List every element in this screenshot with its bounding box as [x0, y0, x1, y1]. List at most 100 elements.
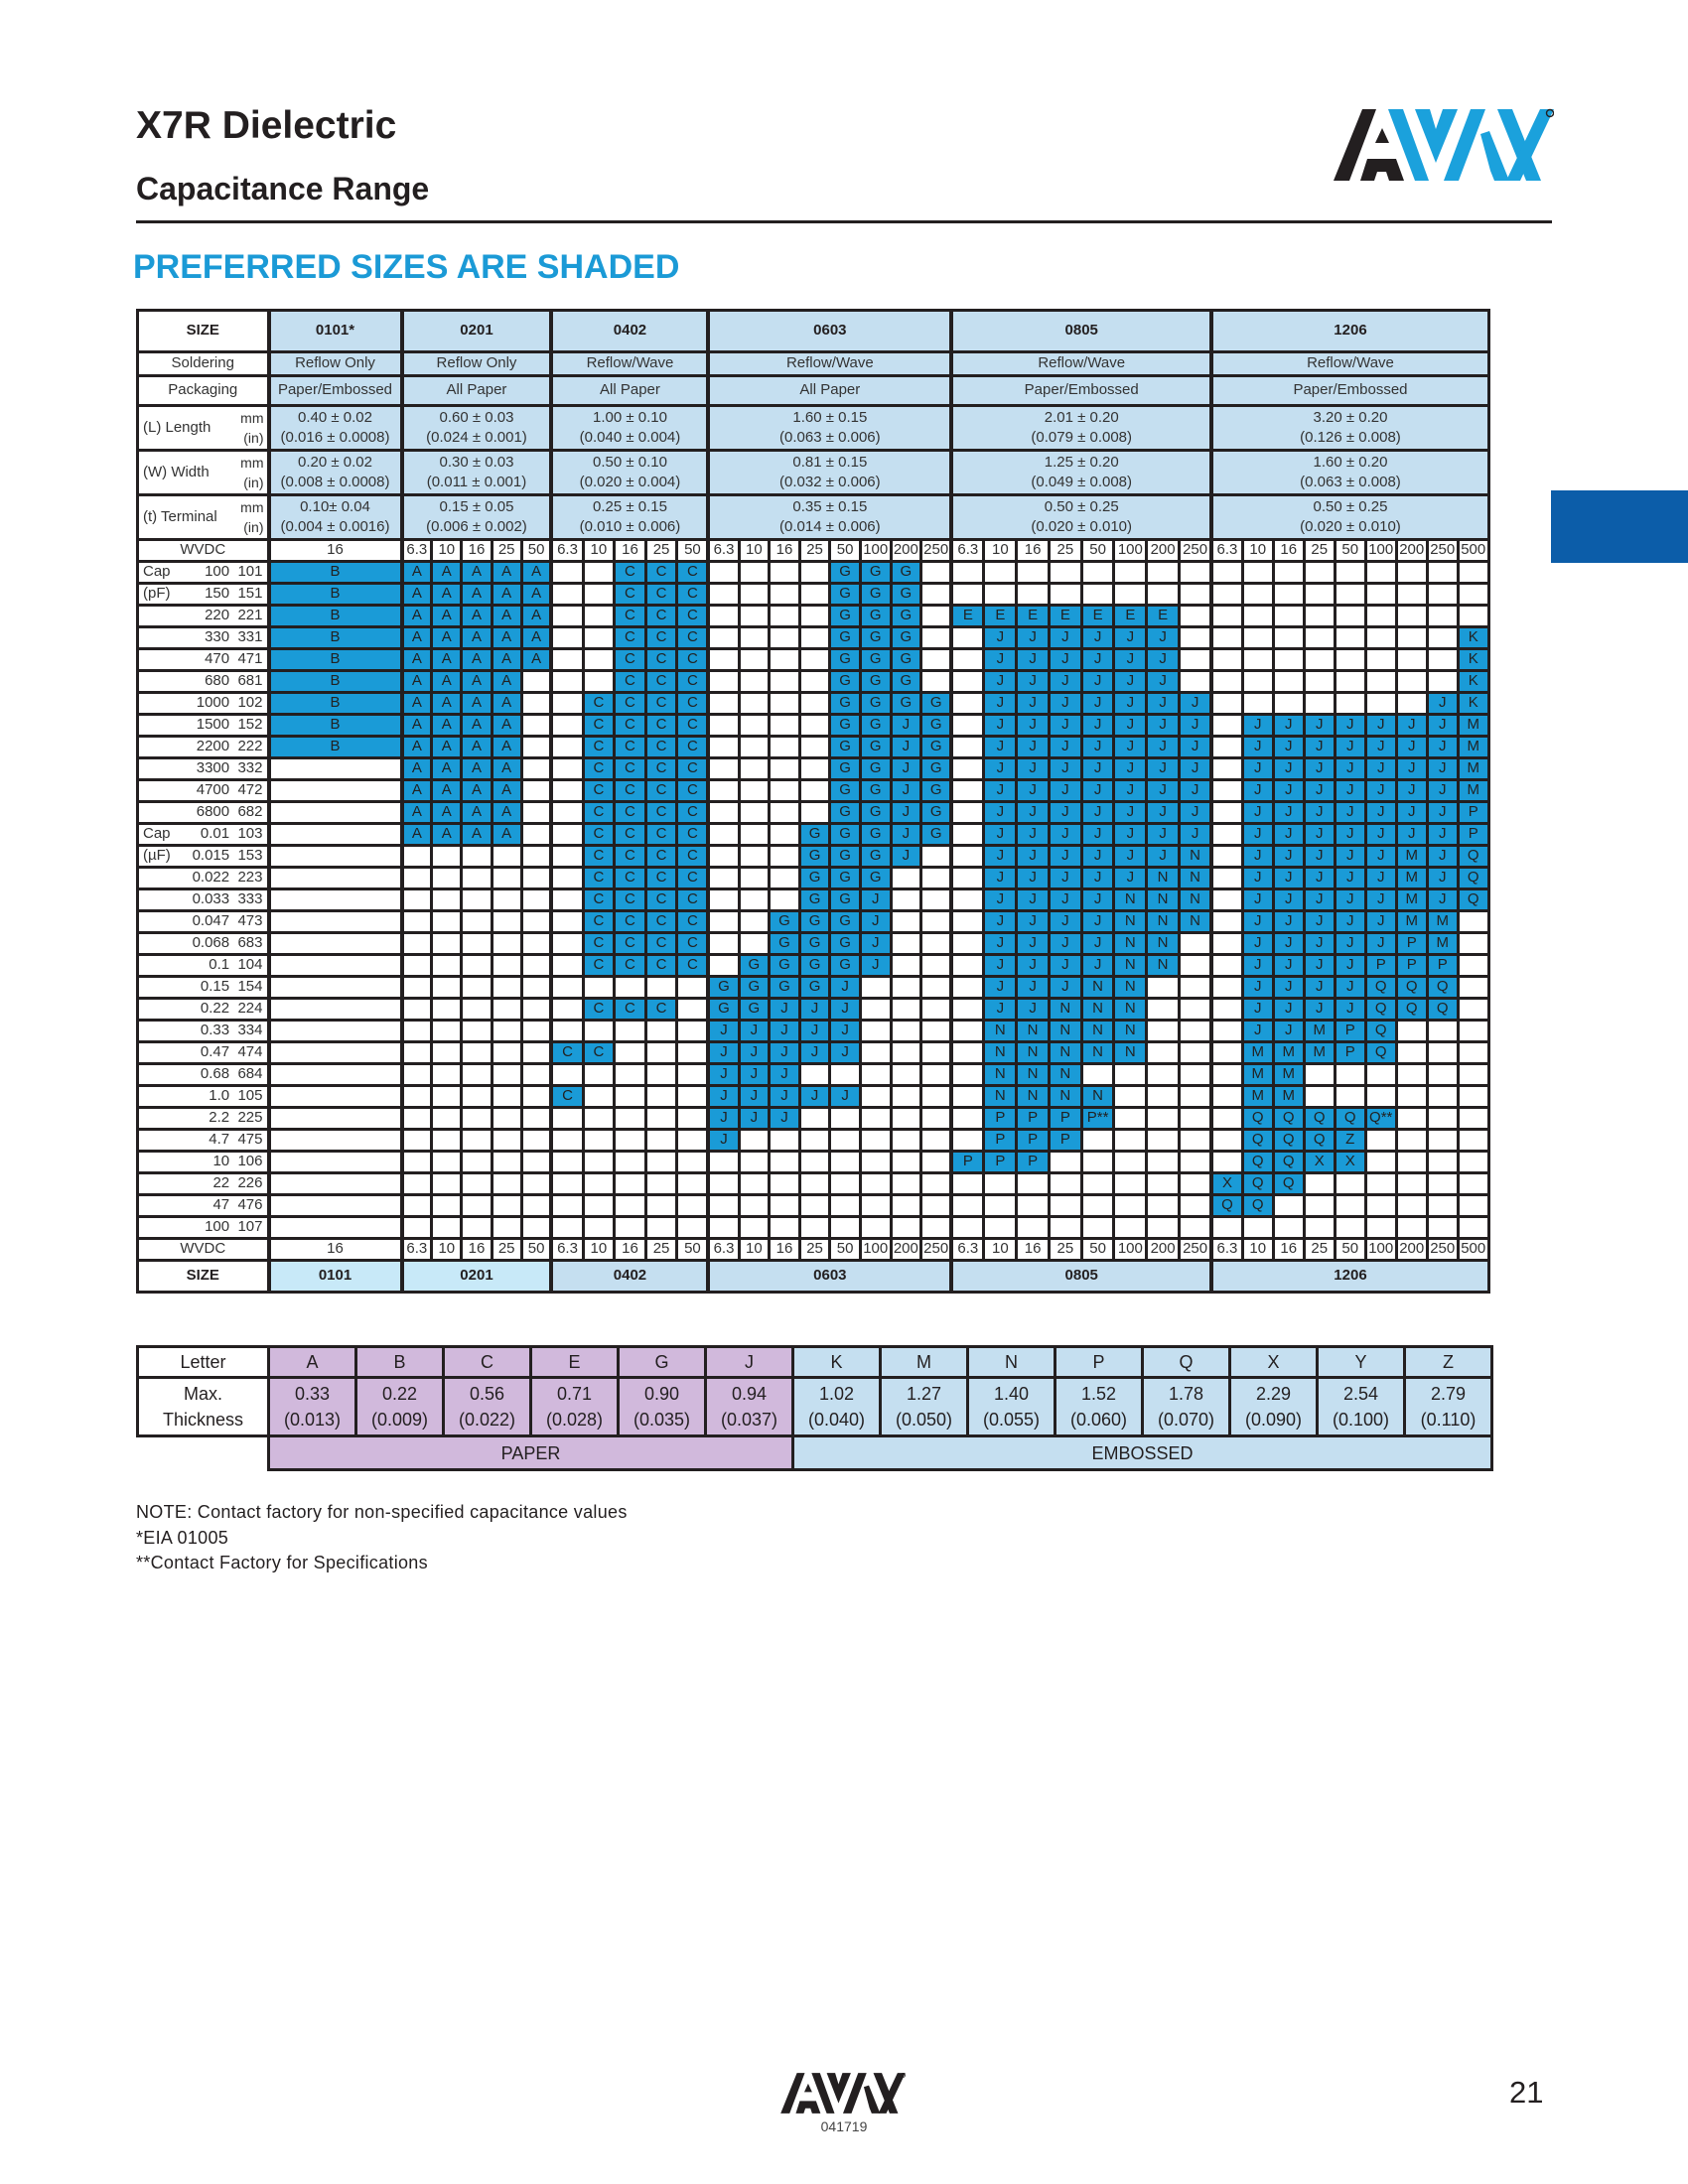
capacitance-code: 226	[237, 1174, 263, 1192]
empty-cell	[1363, 669, 1398, 694]
empty-cell	[1394, 604, 1429, 628]
thickness-code-cell: G	[858, 844, 893, 869]
thickness-code-cell: J	[889, 800, 923, 825]
capacitance-label-cell: 0.1 104	[136, 953, 270, 978]
empty-cell	[1209, 1215, 1244, 1240]
capacitance-value: 0.47 474	[201, 1045, 263, 1061]
empty-cell	[889, 1150, 923, 1174]
dimension-value-cell: 0.40 ± 0.02 (0.016 ± 0.0008)	[266, 404, 403, 452]
wvdc-cell: 16	[460, 538, 493, 563]
empty-cell	[1209, 735, 1244, 759]
thickness-code-cell: C	[613, 647, 647, 672]
empty-cell	[1394, 1084, 1429, 1109]
empty-cell	[1079, 1128, 1116, 1153]
empty-cell	[949, 1215, 986, 1240]
capacitance-number: 0.01	[200, 825, 230, 843]
thickness-code-cell: J	[1363, 800, 1398, 825]
thickness-code-cell: P	[982, 1106, 1019, 1131]
wvdc-cell: 6.3	[706, 1237, 741, 1262]
value-mm: 1.60 ± 0.20	[1313, 454, 1388, 471]
thickness-mm: 2.79	[1430, 1384, 1467, 1404]
empty-cell	[430, 909, 464, 934]
capacitance-label-cell: Cap 0.01 103	[136, 822, 270, 847]
empty-cell	[399, 866, 434, 890]
thickness-code-cell: A	[399, 778, 434, 803]
thickness-code-cell: C	[643, 735, 679, 759]
thickness-code-cell: C	[675, 931, 710, 956]
empty-cell	[460, 909, 493, 934]
thickness-code-cell: J	[1145, 625, 1181, 650]
capacitance-label: 22 226	[141, 1174, 266, 1192]
capacitance-number: 0.068	[192, 934, 230, 952]
wvdc-label: WVDC	[136, 1237, 270, 1262]
capacitance-code: 106	[237, 1153, 263, 1170]
empty-cell	[919, 953, 953, 978]
thickness-code-cell: C	[643, 866, 679, 890]
empty-cell	[706, 1193, 741, 1218]
wvdc-cell: 6.3	[1209, 538, 1244, 563]
wvdc-cell: 10	[581, 538, 617, 563]
thickness-code-cell: G	[828, 669, 862, 694]
thickness-code-cell: G	[889, 582, 923, 607]
thickness-mm: 1.78	[1168, 1384, 1204, 1404]
empty-cell	[1145, 997, 1181, 1022]
wvdc-cell: 25	[797, 1237, 832, 1262]
thickness-code-cell: C	[581, 735, 617, 759]
empty-cell	[1456, 997, 1490, 1022]
empty-cell	[1177, 997, 1213, 1022]
thickness-code-cell: N	[1047, 1084, 1083, 1109]
thickness-code-cell: Q	[1240, 1171, 1275, 1196]
thickness-code-cell: G	[858, 669, 893, 694]
empty-cell	[1456, 909, 1490, 934]
thickness-code-cell: C	[643, 909, 679, 934]
capacitance-code: 334	[237, 1022, 263, 1039]
wvdc-cell: 10	[982, 1237, 1019, 1262]
empty-cell	[1394, 560, 1429, 585]
legend-letter: A	[267, 1345, 357, 1379]
thickness-code-cell: J	[828, 1019, 862, 1043]
empty-cell	[399, 997, 434, 1022]
empty-cell	[889, 1062, 923, 1087]
empty-cell	[828, 1128, 862, 1153]
empty-cell	[549, 1193, 585, 1218]
thickness-code-cell: G	[919, 713, 953, 738]
wvdc-cell: 6.3	[949, 538, 986, 563]
capacitance-row: 4.7 475 J P P P Q Q Q Z	[136, 1128, 1490, 1153]
dimension-value: 0.50 ± 0.25 (0.020 ± 0.010)	[1215, 498, 1485, 537]
legend-thickness-row: Max. Thickness 0.33 (0.013) 0.22 (0.009) 0.56(…	[136, 1376, 1493, 1437]
empty-cell	[982, 1215, 1019, 1240]
capacitance-number: 0.22	[200, 1000, 230, 1018]
empty-cell	[1145, 1106, 1181, 1131]
empty-cell	[1271, 604, 1306, 628]
document-code: 041719	[820, 2118, 868, 2134]
empty-cell	[919, 625, 953, 650]
empty-cell	[768, 691, 801, 716]
thickness-code-cell: A	[460, 778, 493, 803]
wvdc-cell: 500	[1456, 1237, 1490, 1262]
thickness-code-cell: A	[399, 604, 434, 628]
empty-cell	[1177, 1084, 1213, 1109]
empty-cell	[266, 778, 403, 803]
empty-cell	[519, 1193, 553, 1218]
value-mm: 3.20 ± 0.20	[1313, 409, 1388, 426]
thickness-code-cell: M	[1456, 756, 1490, 781]
empty-cell	[949, 997, 986, 1022]
packaging-row-label: Packaging	[136, 374, 270, 407]
empty-cell	[1145, 1215, 1181, 1240]
empty-cell	[1425, 647, 1460, 672]
thickness-code-cell: J	[1302, 909, 1336, 934]
capacitance-label-cell: 2.2 225	[136, 1106, 270, 1131]
capacitance-code: 224	[237, 1000, 263, 1018]
thickness-code-cell: J	[1145, 647, 1181, 672]
page-subtitle: Capacitance Range	[136, 171, 430, 206]
thickness-code-cell: C	[581, 866, 617, 890]
thickness-code-cell: C	[643, 691, 679, 716]
thickness-code-cell: B	[266, 691, 403, 716]
thickness-code-cell: A	[460, 625, 493, 650]
thickness-code-cell: G	[858, 778, 893, 803]
value-mm: 0.50 ± 0.25	[1044, 498, 1119, 515]
empty-cell	[768, 604, 801, 628]
wvdc-cell: 50	[1333, 1237, 1367, 1262]
wvdc-cell: 200	[1394, 1237, 1429, 1262]
empty-cell	[797, 625, 832, 650]
